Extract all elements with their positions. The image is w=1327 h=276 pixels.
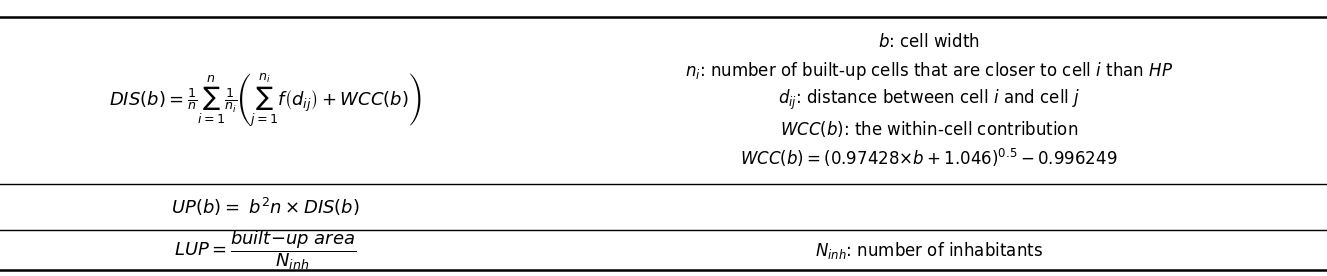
Text: $d_{ij}$: distance between cell $i$ and cell $j$: $d_{ij}$: distance between cell $i$ and …	[778, 88, 1080, 112]
Text: $WCC(b) = (0.97428{\times}b + 1.046)^{0.5} - 0.996249$: $WCC(b) = (0.97428{\times}b + 1.046)^{0.…	[740, 147, 1117, 169]
Text: $WCC(b)$: the within-cell contribution: $WCC(b)$: the within-cell contribution	[780, 119, 1078, 139]
Text: $UP(b) =\ b^2 n \times DIS(b)$: $UP(b) =\ b^2 n \times DIS(b)$	[171, 196, 360, 218]
Text: $N_{inh}$: number of inhabitants: $N_{inh}$: number of inhabitants	[815, 240, 1043, 261]
Text: $n_i$: number of built-up cells that are closer to cell $i$ than $HP$: $n_i$: number of built-up cells that are…	[685, 60, 1173, 82]
Text: $DIS(b) = \frac{1}{n}\sum_{i=1}^{n}\frac{1}{n_i}\left(\sum_{j=1}^{n_i}f\left(d_{: $DIS(b) = \frac{1}{n}\sum_{i=1}^{n}\frac…	[109, 71, 422, 129]
Text: $b$: cell width: $b$: cell width	[878, 33, 979, 51]
Text: $LUP = \dfrac{\mathit{built{-}up\ area}}{N_{inh}}$: $LUP = \dfrac{\mathit{built{-}up\ area}}…	[174, 229, 357, 272]
